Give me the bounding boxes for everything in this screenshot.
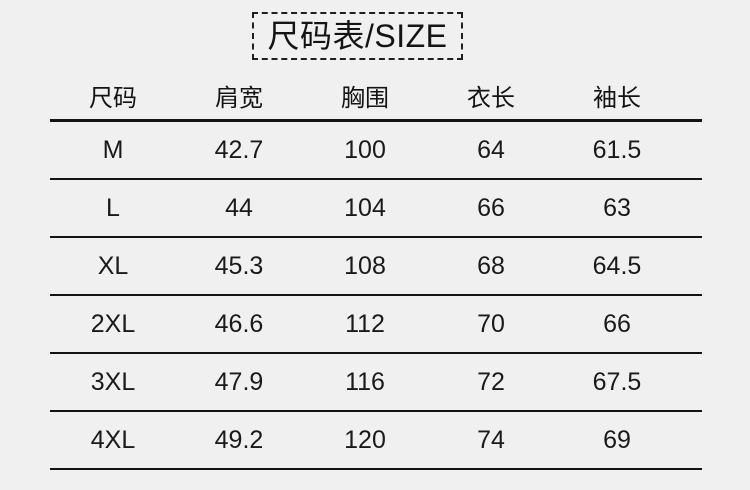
- cell-value: 68: [477, 251, 505, 280]
- column-header-shoulder: 肩宽: [215, 85, 263, 112]
- cell-value: 64.5: [592, 251, 642, 280]
- column-header-size: 尺码: [89, 85, 137, 112]
- cell-value: 63: [603, 193, 631, 222]
- table-row-xl: XL 45.3 108 68 64.5: [50, 238, 702, 296]
- column-header-length: 衣长: [467, 85, 515, 112]
- column-header-chest: 胸围: [341, 85, 389, 112]
- cell-value: 46.6: [214, 309, 264, 338]
- cell-value: 116: [345, 367, 385, 396]
- cell-size: M: [102, 135, 124, 164]
- size-table: 尺码 肩宽 胸围 衣长 袖长 M 42.7 100 64 61.5 L 44 1…: [50, 72, 702, 470]
- cell-value: 44: [225, 193, 253, 222]
- table-row-4xl: 4XL 49.2 120 74 69: [50, 412, 702, 470]
- cell-value: 70: [477, 309, 505, 338]
- cell-value: 74: [477, 425, 505, 454]
- cell-value: 100: [344, 135, 386, 164]
- table-header-row: 尺码 肩宽 胸围 衣长 袖长: [50, 72, 702, 122]
- table-row-2xl: 2XL 46.6 112 70 66: [50, 296, 702, 354]
- cell-value: 72: [477, 367, 505, 396]
- column-header-sleeve: 袖长: [593, 85, 641, 112]
- cell-size: L: [106, 193, 120, 222]
- page-title: 尺码表/SIZE: [267, 18, 448, 54]
- cell-value: 66: [477, 193, 505, 222]
- cell-value: 49.2: [214, 425, 264, 454]
- cell-value: 61.5: [592, 135, 642, 164]
- cell-value: 45.3: [214, 251, 264, 280]
- table-row-l: L 44 104 66 63: [50, 180, 702, 238]
- cell-value: 47.9: [214, 367, 264, 396]
- cell-value: 67.5: [592, 367, 642, 396]
- cell-size: 2XL: [90, 309, 136, 338]
- cell-value: 108: [344, 251, 386, 280]
- cell-size: XL: [97, 251, 129, 280]
- size-chart-title-box: 尺码表/SIZE: [252, 12, 463, 60]
- cell-value: 69: [603, 425, 631, 454]
- cell-value: 42.7: [214, 135, 264, 164]
- cell-size: 4XL: [90, 425, 136, 454]
- cell-size: 3XL: [90, 367, 136, 396]
- cell-value: 64: [477, 135, 505, 164]
- cell-value: 112: [345, 309, 385, 338]
- cell-value: 120: [344, 425, 386, 454]
- table-row-m: M 42.7 100 64 61.5: [50, 122, 702, 180]
- cell-value: 104: [344, 193, 386, 222]
- table-row-3xl: 3XL 47.9 116 72 67.5: [50, 354, 702, 412]
- cell-value: 66: [603, 309, 631, 338]
